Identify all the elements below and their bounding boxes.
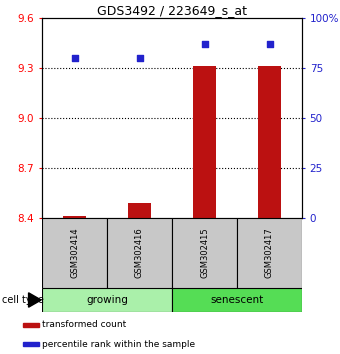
Bar xyxy=(63,216,86,218)
Point xyxy=(202,41,207,47)
Bar xyxy=(42,288,172,312)
Text: GSM302416: GSM302416 xyxy=(135,228,144,278)
Text: GSM302415: GSM302415 xyxy=(200,228,209,278)
Text: growing: growing xyxy=(86,295,128,305)
Bar xyxy=(23,323,39,327)
Bar xyxy=(23,342,39,346)
Text: cell type: cell type xyxy=(2,295,44,305)
Bar xyxy=(237,218,302,288)
Text: senescent: senescent xyxy=(210,295,264,305)
Bar xyxy=(193,66,216,218)
Text: transformed count: transformed count xyxy=(42,320,126,329)
Text: GSM302417: GSM302417 xyxy=(265,228,274,278)
Text: percentile rank within the sample: percentile rank within the sample xyxy=(42,340,195,349)
Bar xyxy=(128,203,151,218)
Point xyxy=(72,55,77,61)
Title: GDS3492 / 223649_s_at: GDS3492 / 223649_s_at xyxy=(97,4,247,17)
Text: GSM302414: GSM302414 xyxy=(70,228,79,278)
Point xyxy=(137,55,142,61)
Bar xyxy=(258,66,281,218)
Point xyxy=(267,41,272,47)
Bar xyxy=(172,288,302,312)
Bar xyxy=(172,218,237,288)
Polygon shape xyxy=(29,293,41,307)
Bar xyxy=(107,218,172,288)
Bar xyxy=(42,218,107,288)
